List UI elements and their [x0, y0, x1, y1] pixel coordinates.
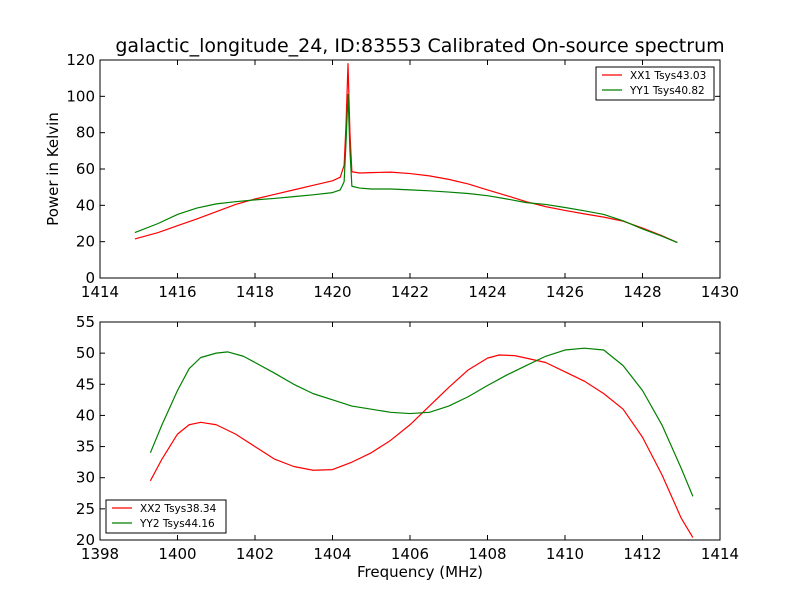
- legend-entry: YY2 Tsys44.16: [139, 518, 215, 530]
- y-tick-label: 45: [76, 375, 95, 393]
- y-tick-label: 25: [76, 500, 95, 518]
- chart-panel-2: 1398 1400 1402 1404 1406 1408 1410 1412 1414 20 25…: [76, 313, 739, 581]
- y-tick-label: 120: [66, 51, 95, 69]
- x-tick-label: 1400: [158, 545, 196, 563]
- y-tick-label: 55: [76, 313, 95, 331]
- x-tick-label: 1422: [391, 283, 429, 301]
- series-line-1-2: [134, 93, 678, 244]
- x-tick-label: 1398: [81, 545, 119, 563]
- x-tick-label: 1408: [468, 545, 506, 563]
- legend-entry: XX1 Tsys43.03: [630, 70, 706, 82]
- y-tick-label: 40: [76, 406, 95, 424]
- y-tick-label: 20: [76, 531, 95, 549]
- x-tick-label: 1424: [468, 283, 506, 301]
- legend-entry: XX2 Tsys38.34: [140, 503, 217, 515]
- y-tick-label: 80: [76, 124, 95, 142]
- x-tick-label: 1410: [546, 545, 584, 563]
- x-tick-label: 1430: [701, 283, 739, 301]
- legend-box: [105, 499, 227, 534]
- chart-title: galactic_longitude_24, ID:83553 Calibrat…: [115, 35, 724, 57]
- legend: XX1 Tsys43.03 YY1 Tsys40.82: [595, 66, 715, 101]
- x-tick-label: 1426: [546, 283, 584, 301]
- legend-box: [595, 66, 715, 101]
- x-tick-label: 1412: [623, 545, 661, 563]
- chart-panel-1: 1414 1416 1418 1420 1422 1424 1426 1428 1430 0 20 4…: [44, 35, 739, 301]
- x-axis-label: Frequency (MHz): [357, 563, 483, 581]
- y-axis-label: Power in Kelvin: [44, 112, 62, 226]
- y-tick-label: 100: [66, 87, 95, 105]
- x-tick-label: 1420: [313, 283, 351, 301]
- y-tick-label: 0: [85, 269, 95, 287]
- x-tick-label: 1404: [313, 545, 351, 563]
- y-tick-label: 20: [76, 233, 95, 251]
- x-tick-label: 1416: [158, 283, 196, 301]
- x-tick-label: 1414: [701, 545, 739, 563]
- x-tick-label: 1428: [623, 283, 661, 301]
- legend-entry: YY1 Tsys40.82: [629, 85, 705, 97]
- series-line-2-2: [149, 347, 694, 497]
- y-tick-label: 40: [76, 196, 95, 214]
- series-line-2-1: [149, 354, 694, 538]
- legend: XX2 Tsys38.34 YY2 Tsys44.16: [105, 499, 227, 534]
- y-tick-label: 30: [76, 469, 95, 487]
- x-tick-label: 1414: [81, 283, 119, 301]
- x-tick-label: 1418: [236, 283, 274, 301]
- y-tick-label: 60: [76, 160, 95, 178]
- y-tick-label: 50: [76, 344, 95, 362]
- x-tick-label: 1402: [236, 545, 274, 563]
- x-tick-label: 1406: [391, 545, 429, 563]
- y-tick-label: 35: [76, 438, 95, 456]
